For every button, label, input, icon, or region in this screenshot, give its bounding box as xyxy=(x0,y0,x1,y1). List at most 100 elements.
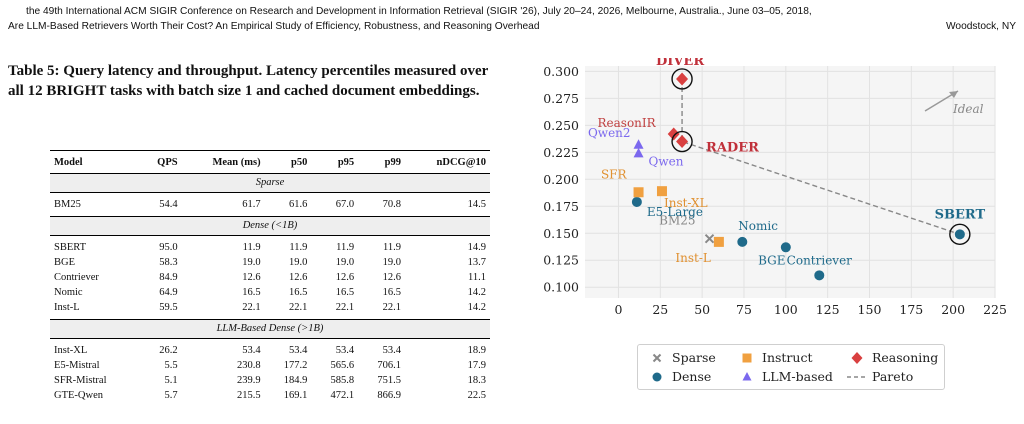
table-group-header: Dense (<1B) xyxy=(50,216,490,236)
data-point xyxy=(676,135,689,149)
table-cell: 565.6 xyxy=(330,360,355,371)
table-cell: 16.5 xyxy=(242,287,261,298)
table-cell: 26.2 xyxy=(159,345,178,356)
table-cell: 12.6 xyxy=(382,272,401,283)
y-tick-label: 0.100 xyxy=(543,280,579,295)
table-cell: 18.3 xyxy=(467,375,486,386)
table-cell: 866.9 xyxy=(377,390,401,401)
table-row: SBERT 95.0 11.9 11.9 11.9 11.9 14.9 xyxy=(50,240,490,255)
table-group-header: Sparse xyxy=(50,173,490,193)
table-cell: 58.3 xyxy=(159,257,178,268)
table-cell: 61.7 xyxy=(242,199,261,210)
y-tick-label: 0.175 xyxy=(543,199,579,214)
point-label: SFR xyxy=(601,167,628,181)
point-label: Inst-L xyxy=(675,251,711,265)
table-cell: GTE-Qwen xyxy=(54,390,103,401)
table-group-header: LLM-Based Dense (>1B) xyxy=(50,319,490,339)
point-label: Qwen xyxy=(649,154,684,168)
data-point xyxy=(656,186,667,197)
table-cell: 19.0 xyxy=(242,257,261,268)
table-cell: 11.9 xyxy=(382,242,401,253)
chart-point-labels: BM25 SBERT Nomic BGE Contriever E5-Large SFR In… xyxy=(588,58,985,267)
table-cell: 22.1 xyxy=(242,302,261,313)
point-label: BM25 xyxy=(659,214,695,228)
pareto-frontier xyxy=(681,78,961,235)
circle-legend-icon xyxy=(652,372,662,382)
table-cell: 12.6 xyxy=(289,272,308,283)
table-cell: 17.9 xyxy=(467,360,486,371)
data-point xyxy=(780,242,791,253)
y-tick-label: 0.275 xyxy=(543,91,579,106)
legend-label: Pareto xyxy=(872,369,914,384)
table-cell: 18.9 xyxy=(467,345,486,356)
table-row: Inst-L 59.5 22.1 22.1 22.1 22.1 14.2 xyxy=(50,300,490,315)
latency-table: Model QPS Mean (ms) p50 p95 p99 nDCG@10 … xyxy=(50,150,490,403)
triangle-legend-icon xyxy=(742,372,752,381)
col-header: p50 xyxy=(291,156,308,168)
table-cell: 14.2 xyxy=(467,302,486,313)
highlight-ring xyxy=(949,223,971,246)
table-cell: BM25 xyxy=(54,199,81,210)
table-cell: Nomic xyxy=(54,287,83,298)
x-tick-label: 150 xyxy=(858,302,882,317)
table-cell: 11.1 xyxy=(468,272,486,283)
point-label: RADER xyxy=(706,141,759,156)
point-label: ReasonIR xyxy=(598,116,657,130)
table-cell: 19.0 xyxy=(382,257,401,268)
data-point xyxy=(633,147,644,158)
chart-legend: Sparse Instruct Reasoning Dense LLM-based Par… xyxy=(637,344,945,390)
table-cell: 230.8 xyxy=(236,360,261,371)
table-cell: 12.6 xyxy=(242,272,261,283)
data-point xyxy=(737,236,748,247)
legend-item: Reasoning xyxy=(846,350,938,366)
table-cell: 64.9 xyxy=(159,287,178,298)
table-cell: 22.1 xyxy=(335,302,355,313)
table-cell: 12.6 xyxy=(335,272,355,283)
table-cell: SFR-Mistral xyxy=(54,375,107,386)
y-tick-label: 0.300 xyxy=(543,64,579,79)
table-row: GTE-Qwen 5.7 215.5 169.1 472.1 866.9 22.5 xyxy=(50,388,490,403)
point-label: SBERT xyxy=(935,207,986,222)
table-cell: 19.0 xyxy=(335,257,355,268)
point-label: Nomic xyxy=(738,219,778,233)
table-body: Sparse BM25 54.4 61.7 61.6 67.0 70.8 14.5 Dense … xyxy=(50,173,490,404)
legend-item: Pareto xyxy=(846,369,913,385)
table-row: Contriever 84.9 12.6 12.6 12.6 12.6 11.1 xyxy=(50,270,490,285)
ideal-label: Ideal xyxy=(952,102,984,116)
x-tick-label: 125 xyxy=(816,302,840,317)
data-point xyxy=(633,139,644,149)
x-tick-label: 100 xyxy=(774,302,798,317)
table-cell: 84.9 xyxy=(159,272,178,283)
table-cell: 177.2 xyxy=(283,360,308,371)
square-legend-icon xyxy=(742,353,752,363)
point-label: Qwen2 xyxy=(588,126,631,140)
table-cell: 5.1 xyxy=(164,375,178,386)
legend-marker xyxy=(652,353,662,363)
table-cell: Inst-L xyxy=(54,302,80,313)
x-tick-label: 200 xyxy=(941,302,965,317)
table-cell: E5-Mistral xyxy=(54,360,100,371)
table-cell: 22.5 xyxy=(467,390,486,401)
y-tick-label: 0.125 xyxy=(543,253,579,268)
table-cell: 22.1 xyxy=(382,302,401,313)
table-cell: 95.0 xyxy=(159,242,178,253)
running-header-venue: the 49th International ACM SIGIR Confere… xyxy=(26,6,812,17)
group-label: Dense (<1B) xyxy=(50,216,490,236)
table-cell: BGE xyxy=(54,257,75,268)
legend-label: Reasoning xyxy=(872,350,939,365)
table-cell: 585.8 xyxy=(330,375,355,386)
group-label: Sparse xyxy=(50,173,490,193)
table-cell: 67.0 xyxy=(335,199,355,210)
table-cell: 22.1 xyxy=(289,302,308,313)
col-header: Mean (ms) xyxy=(212,156,261,168)
pareto-line xyxy=(681,78,961,235)
y-tick-label: 0.250 xyxy=(543,118,579,133)
x-tick-label: 75 xyxy=(736,302,752,317)
point-label: DIVER xyxy=(656,58,704,69)
legend-marker xyxy=(851,352,863,364)
table-cell: 61.6 xyxy=(289,199,308,210)
point-label: BGE xyxy=(758,253,785,267)
legend-item: Instruct xyxy=(736,350,812,366)
data-point xyxy=(713,236,724,247)
legend-marker xyxy=(742,372,752,381)
